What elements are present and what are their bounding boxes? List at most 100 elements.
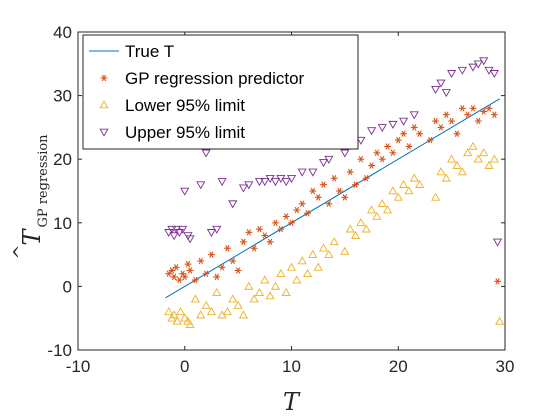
series-1-point-20	[250, 245, 258, 252]
series-1-point-26	[282, 213, 290, 220]
series-1-point-0	[165, 270, 173, 277]
y-axis-label-hat: ^	[10, 244, 31, 259]
series-1-point-47-stroke-2	[396, 136, 401, 144]
series-3-point-14	[228, 200, 238, 209]
series-3-point-32	[388, 120, 398, 129]
series-3-point-28	[340, 149, 350, 158]
series-1-point-21	[256, 225, 263, 233]
series-1-point-21-stroke-2	[257, 225, 262, 233]
series-2-point-35	[340, 246, 350, 255]
series-2-point-41	[372, 211, 382, 220]
series-3-point-40	[468, 63, 478, 72]
series-1-point-45-stroke-2	[385, 143, 390, 150]
y-tick-label-1: 0	[63, 277, 72, 296]
series-1-point-38	[346, 168, 354, 176]
legend-box	[82, 34, 359, 150]
series-2-point-30	[308, 249, 318, 258]
series-3-point-45	[492, 238, 503, 247]
series-3-point-25	[308, 168, 318, 177]
series-1-point-15-stroke-2	[225, 245, 230, 252]
series-3-point-29	[356, 136, 366, 145]
series-3	[164, 57, 503, 247]
series-3-point-31	[377, 124, 387, 133]
series-2-point-17	[238, 310, 249, 319]
series-1-point-32	[314, 194, 322, 201]
series-1-point-27	[288, 219, 295, 227]
series-1-point-25-stroke-2	[278, 225, 284, 233]
series-1-point-55-stroke-2	[444, 111, 449, 118]
series-layer	[164, 57, 505, 328]
series-3-point-5	[178, 225, 188, 234]
y-tick-label-3: 20	[53, 150, 72, 169]
series-1-point-11	[202, 270, 210, 277]
series-1-point-46-stroke-2	[390, 149, 396, 157]
series-1-point-48-stroke-2	[401, 130, 406, 137]
series-1-point-40	[357, 155, 365, 163]
axes-layer: -10 0 10 20 30 -10 0 10 20 30 40	[47, 23, 514, 376]
series-1-point-61	[474, 117, 482, 125]
series-3-point-37	[441, 89, 451, 98]
series-2-point-50	[431, 192, 441, 201]
series-2-point-61	[489, 154, 499, 163]
series-3-point-44	[489, 70, 499, 79]
y-axis-label: TGP regression ^	[10, 134, 51, 260]
series-3-point-15	[238, 184, 249, 193]
series-1-point-60	[469, 105, 477, 112]
series-1-point-13	[213, 273, 221, 281]
legend-label-3: Upper 95% limit	[125, 123, 245, 142]
series-1-point-3-stroke-2	[174, 264, 179, 271]
y-axis-label-main: T	[18, 228, 46, 246]
series-1-point-48	[400, 130, 407, 137]
series-1-point-26-stroke-2	[283, 213, 289, 220]
series-2-point-45	[393, 192, 403, 201]
series-1-point-23-stroke-2	[267, 238, 273, 246]
series-1-point-61-stroke-2	[476, 117, 481, 125]
series-1-point-4	[176, 276, 183, 284]
series-1-point-59-stroke-2	[465, 111, 470, 118]
series-1-point-43-stroke-2	[374, 149, 380, 157]
series-1-point-42-stroke-2	[369, 162, 374, 169]
series-1-point-43	[373, 149, 381, 157]
series-1-point-4-stroke-2	[177, 276, 182, 284]
series-1-point-50-stroke-2	[412, 124, 417, 131]
series-2-point-19	[249, 294, 259, 303]
series-3-point-17	[254, 178, 265, 187]
series-2-point-22	[265, 291, 275, 300]
series-2-point-33	[324, 249, 334, 258]
series-1-point-13-stroke-2	[214, 273, 219, 281]
legend: True T GP regression predictor Lower 95% l…	[82, 34, 359, 150]
series-1-point-24	[272, 219, 279, 227]
series-1-point-57-stroke-2	[454, 130, 460, 137]
series-1-point-42	[368, 162, 375, 169]
series-1-point-7	[184, 260, 192, 268]
series-1-point-14-stroke-2	[219, 264, 225, 271]
series-2-point-2	[169, 310, 179, 319]
series-1-point-3	[172, 264, 180, 271]
series-1-point-39-stroke-2	[353, 181, 358, 188]
series-3-point-39	[457, 66, 467, 75]
series-2-point-54	[452, 160, 462, 169]
series-1-point-52-stroke-2	[428, 136, 433, 144]
series-1-point-29-stroke-2	[299, 200, 305, 207]
series-2-point-37	[350, 230, 361, 239]
legend-label-0: True T	[125, 42, 174, 61]
series-3-point-6	[180, 187, 190, 196]
series-2-point-12	[212, 288, 222, 297]
series-1-point-37-stroke-2	[342, 194, 348, 201]
series-3-point-12	[212, 225, 222, 234]
series-1-point-0-stroke-2	[166, 270, 171, 277]
series-3-point-34	[409, 111, 419, 120]
series-1-point-34-stroke-2	[326, 200, 332, 207]
series-2-point-31	[313, 262, 323, 271]
series-1-point-25	[277, 225, 285, 233]
series-1-point-8-stroke-2	[187, 267, 193, 274]
series-3-point-26	[318, 159, 329, 168]
series-3-point-2	[169, 232, 179, 241]
series-1-point-16-stroke-2	[230, 257, 235, 265]
series-2-point-15	[228, 294, 238, 303]
series-1-point-14	[218, 264, 226, 271]
series-1-point-64-stroke-2	[492, 111, 497, 118]
series-2-point-29	[302, 268, 313, 277]
series-1-point-16	[229, 257, 237, 265]
